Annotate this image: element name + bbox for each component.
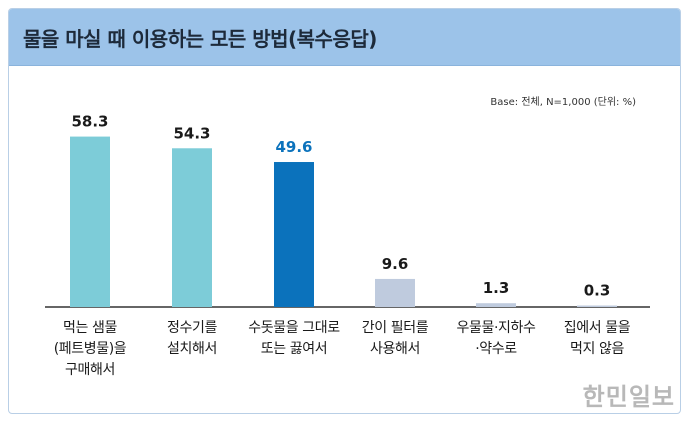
value-label-0: 58.3 (71, 113, 108, 131)
base-note: Base: 전체, N=1,000 (단위: %) (490, 97, 636, 108)
value-label-2: 49.6 (275, 138, 312, 156)
bar-1 (172, 148, 212, 307)
category-label-4: 우물물·지하수 ·약수로 (456, 320, 536, 357)
category-label-0: 먹는 샘물 (페트병물)을 구매해서 (53, 320, 127, 378)
category-label-2: 수돗물을 그대로 또는 끓여서 (248, 320, 340, 357)
chart-header: 물을 마실 때 이용하는 모든 방법(복수응답) (9, 9, 680, 66)
bar-4 (476, 303, 516, 307)
category-label-1: 정수기를 설치해서 (167, 320, 217, 357)
category-label-3: 간이 필터를 사용해서 (361, 320, 429, 357)
watermark: 한민일보 (582, 383, 675, 411)
chart-title: 물을 마실 때 이용하는 모든 방법(복수응답) (23, 27, 377, 51)
bar-2 (274, 162, 314, 307)
category-label-5: 집에서 물을 먹지 않음 (563, 320, 631, 357)
value-label-3: 9.6 (382, 255, 409, 273)
bar-5 (577, 305, 617, 307)
value-label-5: 0.3 (584, 282, 611, 300)
bar-0 (70, 136, 110, 307)
chart-frame: 물을 마실 때 이용하는 모든 방법(복수응답) Base: 전체, N=1,0… (8, 8, 681, 414)
value-label-4: 1.3 (483, 279, 510, 297)
bar-3 (375, 278, 415, 307)
value-label-1: 54.3 (173, 124, 210, 142)
